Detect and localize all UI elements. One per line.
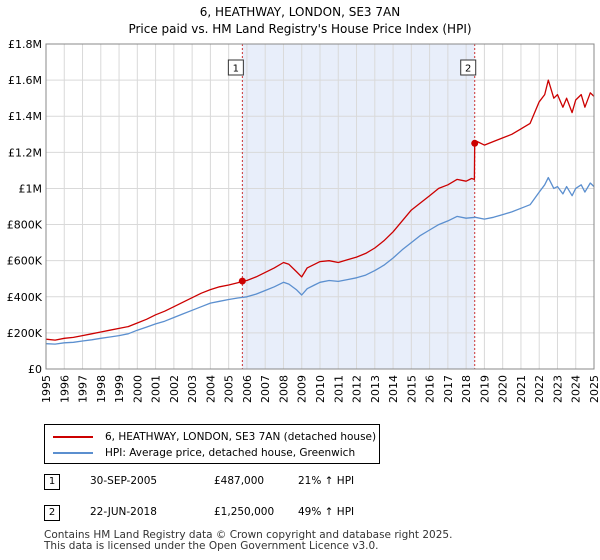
footer-licence: This data is licensed under the Open Gov… xyxy=(44,540,379,552)
x-tick-label: 2004 xyxy=(204,375,217,403)
legend-label-hpi: HPI: Average price, detached house, Gree… xyxy=(105,447,356,459)
sale-label-box xyxy=(460,59,477,76)
sale-hpi-change: 21% ↑ HPI xyxy=(298,475,355,487)
y-tick-label: £1M xyxy=(19,182,43,195)
sale-hpi-change: 49% ↑ HPI xyxy=(298,506,355,518)
x-tick-label: 2003 xyxy=(186,375,199,403)
x-tick-label: 2011 xyxy=(332,375,345,403)
price-chart: 6, HEATHWAY, LONDON, SE3 7AN Price paid … xyxy=(7,5,600,403)
x-tick-label: 2005 xyxy=(223,375,236,403)
y-tick-label: £800K xyxy=(7,219,43,232)
legend-item-property: 6, HEATHWAY, LONDON, SE3 7AN (detached h… xyxy=(53,429,376,445)
x-tick-label: 1996 xyxy=(58,375,71,403)
y-tick-label: £200K xyxy=(7,327,43,340)
x-tick-label: 2014 xyxy=(387,375,400,403)
y-tick-label: £400K xyxy=(7,291,43,304)
sale-price: £487,000 xyxy=(214,475,265,487)
y-tick-label: £0 xyxy=(28,363,42,376)
y-tick-label: £1.2M xyxy=(8,146,42,159)
legend: 6, HEATHWAY, LONDON, SE3 7AN (detached h… xyxy=(44,424,380,464)
x-tick-label: 2021 xyxy=(515,375,528,403)
legend-swatch-property xyxy=(53,436,93,438)
x-tick-label: 1998 xyxy=(95,375,108,403)
sale-point xyxy=(238,277,246,285)
x-tick-label: 2001 xyxy=(150,375,163,403)
series-line-hpi xyxy=(45,176,595,345)
x-tick-label: 2000 xyxy=(131,375,144,403)
x-tick-label: 1995 xyxy=(40,375,53,403)
legend-swatch-hpi xyxy=(53,452,93,454)
x-tick-label: 2023 xyxy=(551,375,564,403)
x-tick-label: 2002 xyxy=(168,375,181,403)
x-tick-label: 2016 xyxy=(424,375,437,403)
x-tick-label: 2017 xyxy=(442,375,455,403)
plot-border xyxy=(45,43,595,370)
sale-price: £1,250,000 xyxy=(214,506,275,518)
legend-label-property: 6, HEATHWAY, LONDON, SE3 7AN (detached h… xyxy=(105,431,377,443)
x-tick-label: 2007 xyxy=(259,375,272,403)
y-tick-label: £1.4M xyxy=(8,110,42,123)
sale-number-badge: 2 xyxy=(44,505,60,521)
sale-date: 30-SEP-2005 xyxy=(90,475,158,487)
sale-label-text: 1 xyxy=(233,64,239,75)
x-tick-label: 2009 xyxy=(296,375,309,403)
x-tick-label: 2010 xyxy=(314,375,327,403)
y-tick-label: £1.6M xyxy=(8,74,42,87)
sale-point xyxy=(471,139,479,147)
legend-item-hpi: HPI: Average price, detached house, Gree… xyxy=(53,445,355,461)
sale-label-text: 2 xyxy=(465,64,471,75)
y-tick-label: £600K xyxy=(7,255,43,268)
x-tick-label: 1997 xyxy=(77,375,90,403)
series-line-property xyxy=(45,79,595,341)
x-tick-label: 2024 xyxy=(570,375,583,403)
footer-notice: Contains HM Land Registry data © Crown c… xyxy=(44,530,452,552)
sale-number-badge: 1 xyxy=(44,474,60,490)
y-tick-label: £1.8M xyxy=(8,38,42,51)
x-tick-label: 2006 xyxy=(241,375,254,403)
x-tick-label: 2013 xyxy=(369,375,382,403)
x-tick-label: 2012 xyxy=(351,375,364,403)
chart-title: 6, HEATHWAY, LONDON, SE3 7AN xyxy=(200,5,400,19)
x-tick-label: 1999 xyxy=(113,375,126,403)
x-tick-label: 2025 xyxy=(588,375,600,403)
shaded-ownership-span xyxy=(242,44,475,369)
chart-subtitle: Price paid vs. HM Land Registry's House … xyxy=(128,22,471,36)
sale-label-box xyxy=(227,59,244,76)
x-tick-label: 2019 xyxy=(478,375,491,403)
sale-date: 22-JUN-2018 xyxy=(90,506,157,518)
x-tick-label: 2018 xyxy=(460,375,473,403)
x-tick-label: 2008 xyxy=(277,375,290,403)
footer-copyright: Contains HM Land Registry data © Crown c… xyxy=(44,529,453,541)
x-tick-label: 2020 xyxy=(497,375,510,403)
x-tick-label: 2015 xyxy=(405,375,418,403)
x-tick-label: 2022 xyxy=(533,375,546,403)
